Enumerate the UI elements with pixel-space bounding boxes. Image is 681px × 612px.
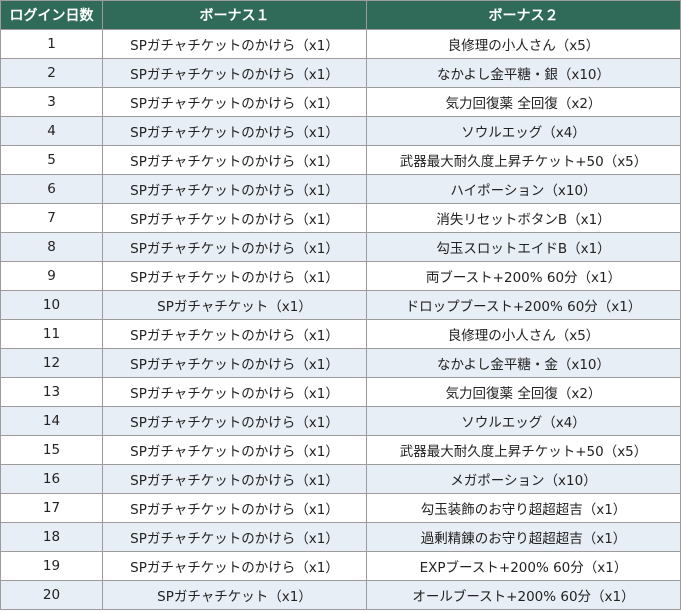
- cell-bonus-1: SPガチャチケットのかけら（x1）: [102, 464, 367, 494]
- cell-login-day: 3: [0, 87, 103, 117]
- cell-login-day: 19: [0, 551, 103, 581]
- cell-bonus-2: 過剰精錬のお守り超超超吉（x1）: [366, 522, 681, 552]
- cell-login-day: 5: [0, 145, 103, 175]
- cell-login-day: 9: [0, 261, 103, 291]
- column-header-bonus-2: ボーナス２: [366, 0, 681, 30]
- table-row: 14 SPガチャチケットのかけら（x1） ソウルエッグ（x4）: [0, 406, 681, 436]
- table-row: 11 SPガチャチケットのかけら（x1） 良修理の小人さん（x5）: [0, 319, 681, 349]
- table-row: 10 SPガチャチケット（x1） ドロップブースト+200% 60分（x1）: [0, 290, 681, 320]
- cell-login-day: 11: [0, 319, 103, 349]
- table-row: 4 SPガチャチケットのかけら（x1） ソウルエッグ（x4）: [0, 116, 681, 146]
- table-row: 17 SPガチャチケットのかけら（x1） 勾玉装飾のお守り超超超吉（x1）: [0, 493, 681, 523]
- cell-bonus-1: SPガチャチケットのかけら（x1）: [102, 551, 367, 581]
- cell-bonus-2: ソウルエッグ（x4）: [366, 116, 681, 146]
- cell-login-day: 2: [0, 58, 103, 88]
- cell-bonus-2: 武器最大耐久度上昇チケット+50（x5）: [366, 145, 681, 175]
- cell-bonus-1: SPガチャチケットのかけら（x1）: [102, 203, 367, 233]
- table-row: 15 SPガチャチケットのかけら（x1） 武器最大耐久度上昇チケット+50（x5）: [0, 435, 681, 465]
- table-row: 16 SPガチャチケットのかけら（x1） メガポーション（x10）: [0, 464, 681, 494]
- cell-login-day: 20: [0, 580, 103, 610]
- cell-bonus-1: SPガチャチケットのかけら（x1）: [102, 261, 367, 291]
- cell-login-day: 8: [0, 232, 103, 262]
- table-row: 18 SPガチャチケットのかけら（x1） 過剰精錬のお守り超超超吉（x1）: [0, 522, 681, 552]
- cell-bonus-1: SPガチャチケットのかけら（x1）: [102, 348, 367, 378]
- cell-bonus-2: 良修理の小人さん（x5）: [366, 29, 681, 59]
- cell-login-day: 17: [0, 493, 103, 523]
- table-row: 8 SPガチャチケットのかけら（x1） 勾玉スロットエイドB（x1）: [0, 232, 681, 262]
- cell-bonus-2: 気力回復薬 全回復（x2）: [366, 377, 681, 407]
- cell-bonus-1: SPガチャチケットのかけら（x1）: [102, 116, 367, 146]
- cell-login-day: 18: [0, 522, 103, 552]
- cell-bonus-1: SPガチャチケットのかけら（x1）: [102, 58, 367, 88]
- cell-bonus-1: SPガチャチケットのかけら（x1）: [102, 522, 367, 552]
- table-row: 5 SPガチャチケットのかけら（x1） 武器最大耐久度上昇チケット+50（x5）: [0, 145, 681, 175]
- cell-login-day: 16: [0, 464, 103, 494]
- cell-bonus-1: SPガチャチケット（x1）: [102, 580, 367, 610]
- table-row: 6 SPガチャチケットのかけら（x1） ハイポーション（x10）: [0, 174, 681, 204]
- cell-bonus-1: SPガチャチケットのかけら（x1）: [102, 493, 367, 523]
- cell-bonus-2: ハイポーション（x10）: [366, 174, 681, 204]
- table-header-row: ログイン日数 ボーナス１ ボーナス２: [0, 0, 681, 30]
- cell-login-day: 6: [0, 174, 103, 204]
- cell-bonus-1: SPガチャチケットのかけら（x1）: [102, 29, 367, 59]
- cell-bonus-2: 武器最大耐久度上昇チケット+50（x5）: [366, 435, 681, 465]
- table-row: 20 SPガチャチケット（x1） オールブースト+200% 60分（x1）: [0, 580, 681, 610]
- cell-bonus-1: SPガチャチケットのかけら（x1）: [102, 87, 367, 117]
- table-row: 1 SPガチャチケットのかけら（x1） 良修理の小人さん（x5）: [0, 29, 681, 59]
- cell-bonus-1: SPガチャチケットのかけら（x1）: [102, 174, 367, 204]
- cell-bonus-1: SPガチャチケット（x1）: [102, 290, 367, 320]
- cell-bonus-2: EXPブースト+200% 60分（x1）: [366, 551, 681, 581]
- cell-bonus-2: ドロップブースト+200% 60分（x1）: [366, 290, 681, 320]
- cell-login-day: 13: [0, 377, 103, 407]
- cell-bonus-2: 勾玉装飾のお守り超超超吉（x1）: [366, 493, 681, 523]
- cell-bonus-2: 良修理の小人さん（x5）: [366, 319, 681, 349]
- table-row: 12 SPガチャチケットのかけら（x1） なかよし金平糖・金（x10）: [0, 348, 681, 378]
- column-header-bonus-1: ボーナス１: [102, 0, 367, 30]
- cell-bonus-1: SPガチャチケットのかけら（x1）: [102, 232, 367, 262]
- cell-login-day: 4: [0, 116, 103, 146]
- cell-bonus-2: なかよし金平糖・金（x10）: [366, 348, 681, 378]
- cell-bonus-1: SPガチャチケットのかけら（x1）: [102, 435, 367, 465]
- cell-bonus-1: SPガチャチケットのかけら（x1）: [102, 145, 367, 175]
- table-row: 9 SPガチャチケットのかけら（x1） 両ブースト+200% 60分（x1）: [0, 261, 681, 291]
- cell-bonus-2: オールブースト+200% 60分（x1）: [366, 580, 681, 610]
- table-row: 19 SPガチャチケットのかけら（x1） EXPブースト+200% 60分（x1）: [0, 551, 681, 581]
- cell-bonus-2: 両ブースト+200% 60分（x1）: [366, 261, 681, 291]
- cell-login-day: 14: [0, 406, 103, 436]
- cell-login-day: 10: [0, 290, 103, 320]
- table-body: 1 SPガチャチケットのかけら（x1） 良修理の小人さん（x5） 2 SPガチャチケット…: [0, 29, 681, 610]
- cell-bonus-1: SPガチャチケットのかけら（x1）: [102, 406, 367, 436]
- column-header-login-days: ログイン日数: [0, 0, 103, 30]
- cell-login-day: 15: [0, 435, 103, 465]
- cell-login-day: 7: [0, 203, 103, 233]
- table-row: 2 SPガチャチケットのかけら（x1） なかよし金平糖・銀（x10）: [0, 58, 681, 88]
- cell-bonus-2: 気力回復薬 全回復（x2）: [366, 87, 681, 117]
- cell-bonus-2: なかよし金平糖・銀（x10）: [366, 58, 681, 88]
- table-row: 3 SPガチャチケットのかけら（x1） 気力回復薬 全回復（x2）: [0, 87, 681, 117]
- cell-bonus-2: 消失リセットボタンB（x1）: [366, 203, 681, 233]
- cell-bonus-1: SPガチャチケットのかけら（x1）: [102, 377, 367, 407]
- cell-login-day: 12: [0, 348, 103, 378]
- cell-bonus-2: メガポーション（x10）: [366, 464, 681, 494]
- table-row: 7 SPガチャチケットのかけら（x1） 消失リセットボタンB（x1）: [0, 203, 681, 233]
- cell-bonus-2: ソウルエッグ（x4）: [366, 406, 681, 436]
- cell-login-day: 1: [0, 29, 103, 59]
- cell-bonus-2: 勾玉スロットエイドB（x1）: [366, 232, 681, 262]
- table-row: 13 SPガチャチケットのかけら（x1） 気力回復薬 全回復（x2）: [0, 377, 681, 407]
- cell-bonus-1: SPガチャチケットのかけら（x1）: [102, 319, 367, 349]
